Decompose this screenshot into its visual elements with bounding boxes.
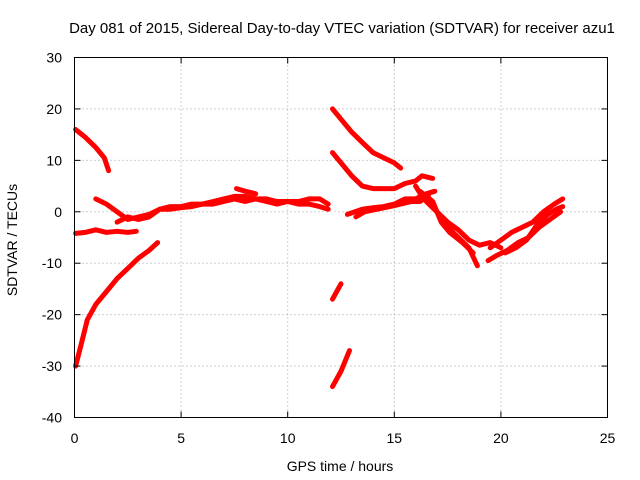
y-tick-label: 0	[54, 204, 62, 220]
series-track-i	[330, 281, 344, 302]
gridlines	[74, 57, 608, 418]
x-tick-label: 20	[493, 430, 509, 446]
series-track-e	[114, 196, 331, 225]
y-tick-label: -20	[42, 307, 62, 323]
x-tick-label: 25	[600, 430, 616, 446]
x-tick-label: 0	[71, 430, 79, 446]
x-tick-label: 5	[177, 430, 185, 446]
y-tick-label: -30	[42, 358, 62, 374]
y-tick-label: -40	[42, 410, 62, 426]
series-track-q	[487, 196, 566, 251]
chart-title: Day 081 of 2015, Sidereal Day-to-day VTE…	[69, 20, 615, 37]
data-series	[73, 106, 566, 390]
plot-frame	[74, 57, 608, 418]
y-tick-label: 30	[46, 50, 62, 66]
series-track-p	[485, 209, 564, 264]
series-track-g	[330, 106, 404, 171]
x-tick-label: 10	[280, 430, 296, 446]
series-track-a	[73, 127, 112, 174]
y-tick-label: -10	[42, 255, 62, 271]
y-tick-label: 10	[46, 152, 62, 168]
y-axis-label: SDTVAR / TECUs	[4, 184, 20, 296]
x-axis-label: GPS time / hours	[287, 458, 394, 474]
series-track-o	[417, 188, 476, 256]
series-track-c	[73, 240, 161, 369]
x-tick-label: 15	[387, 430, 403, 446]
series-track-b	[73, 227, 139, 236]
series-track-h	[330, 150, 436, 192]
series-track-j	[330, 348, 352, 390]
axis-ticks: 0 5 10 15 20 25 -40 -30 -20 -10 0 10 20 30	[42, 50, 616, 447]
y-tick-label: 20	[46, 101, 62, 117]
series-track-f	[234, 186, 259, 197]
series-track-r	[502, 204, 566, 256]
series-track-l	[353, 193, 431, 220]
